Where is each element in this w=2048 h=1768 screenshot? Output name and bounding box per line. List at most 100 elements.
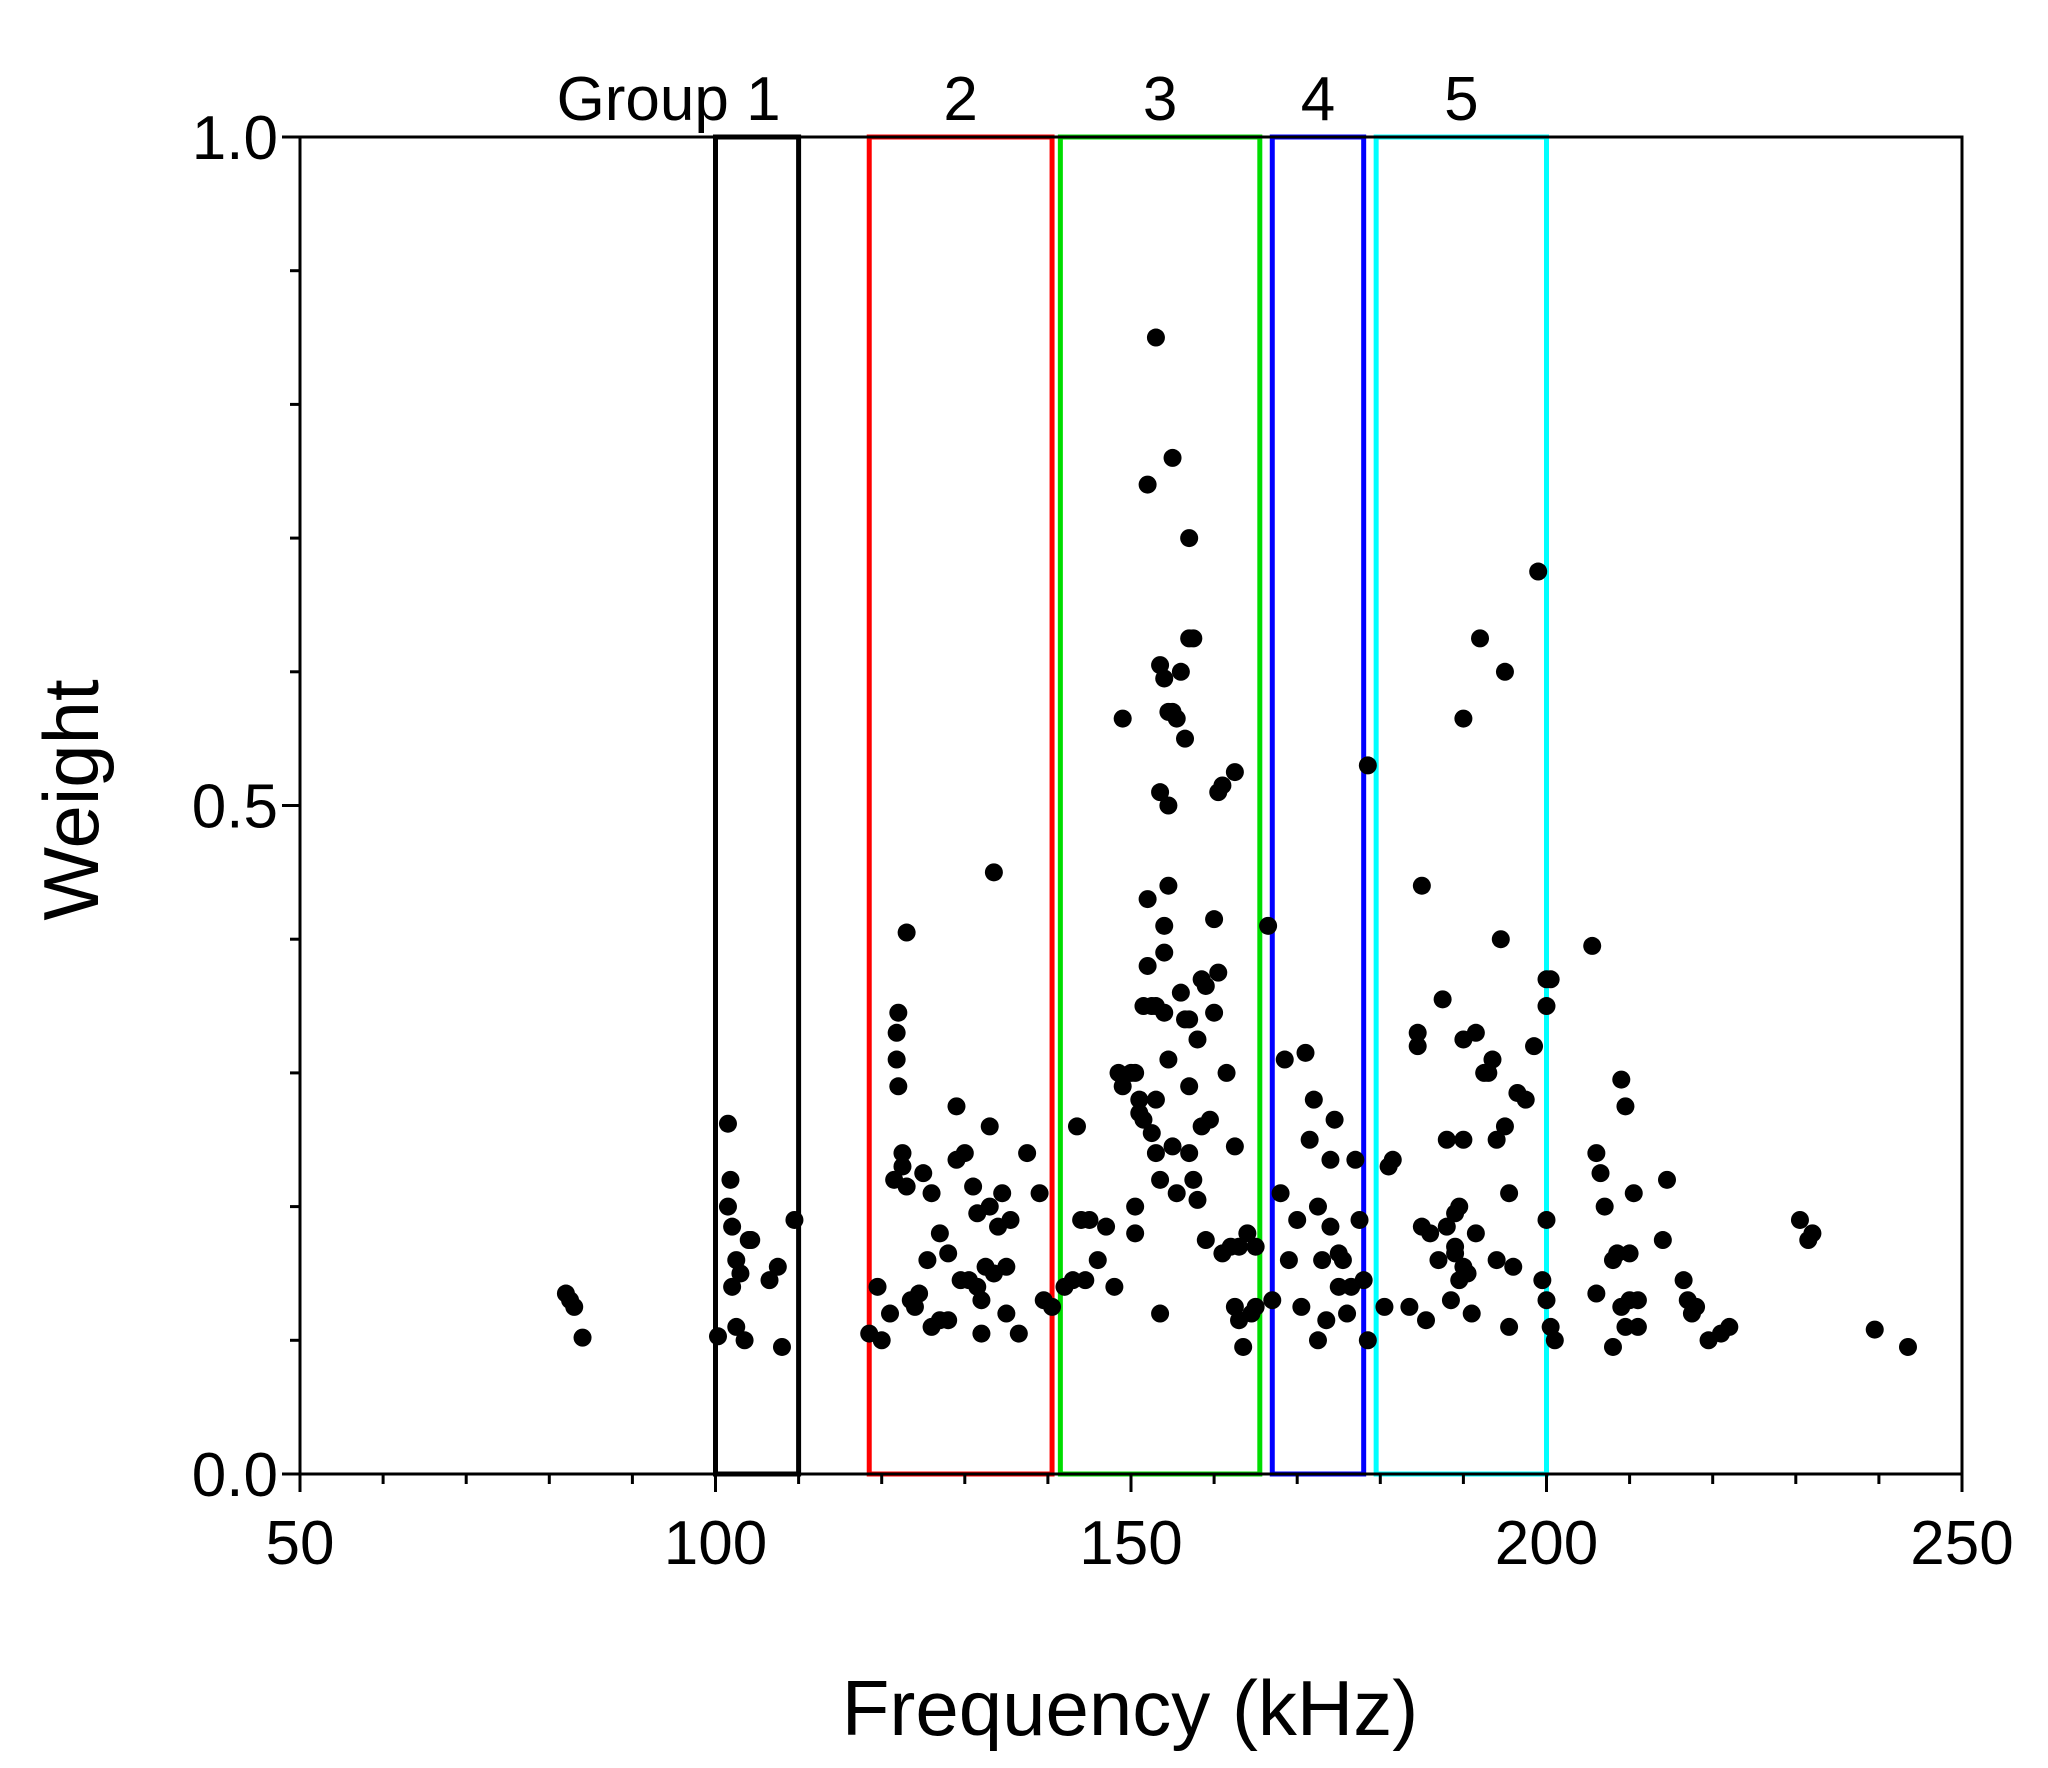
data-point <box>731 1264 750 1283</box>
data-point <box>1354 1271 1373 1290</box>
data-point <box>910 1284 929 1303</box>
x-tick-label: 100 <box>664 1509 767 1578</box>
data-point <box>1487 1130 1506 1149</box>
data-point <box>1171 983 1190 1002</box>
x-axis-title: Frequency (kHz) <box>842 1664 1418 1752</box>
data-point <box>1246 1297 1265 1316</box>
data-point <box>1516 1090 1535 1109</box>
data-point <box>1653 1231 1672 1250</box>
data-point <box>997 1304 1016 1323</box>
data-point <box>1587 1284 1606 1303</box>
data-point <box>1180 529 1199 548</box>
data-point <box>1313 1251 1332 1270</box>
data-point <box>1462 1304 1481 1323</box>
data-point <box>955 1144 974 1163</box>
data-point <box>1180 1144 1199 1163</box>
data-point <box>1030 1184 1049 1203</box>
axis-ticks <box>282 135 1964 1492</box>
data-point <box>772 1337 791 1356</box>
data-point <box>1163 448 1182 467</box>
plot-frame <box>298 135 1964 1476</box>
data-point <box>1628 1317 1647 1336</box>
data-point <box>742 1231 761 1250</box>
data-point <box>1595 1197 1614 1216</box>
data-point <box>1018 1144 1037 1163</box>
data-point <box>1167 1184 1186 1203</box>
data-point <box>1088 1251 1107 1270</box>
data-point <box>1113 1077 1132 1096</box>
data-point <box>964 1177 983 1196</box>
tick-labels: 50 100 150 200 250 0.0 0.5 1.0 <box>192 104 2014 1578</box>
data-point <box>1329 1277 1348 1296</box>
data-point <box>993 1184 1012 1203</box>
data-point <box>708 1327 727 1346</box>
data-point <box>1437 1130 1456 1149</box>
data-point <box>1001 1210 1020 1229</box>
data-point <box>1209 963 1228 982</box>
axes <box>298 135 1964 1476</box>
data-point <box>1213 776 1232 795</box>
data-point <box>1537 1291 1556 1310</box>
data-point <box>1333 1251 1352 1270</box>
data-point <box>1180 1010 1199 1029</box>
data-point <box>1790 1210 1809 1229</box>
data-point <box>1138 475 1157 494</box>
data-point <box>972 1324 991 1343</box>
group-label-1: Group 1 <box>557 65 781 134</box>
data-point <box>1155 669 1174 688</box>
data-point <box>1325 1110 1344 1129</box>
data-point <box>1159 1050 1178 1069</box>
data-point <box>1429 1251 1448 1270</box>
data-point <box>939 1244 958 1263</box>
data-point <box>1296 1043 1315 1062</box>
data-point <box>1346 1150 1365 1169</box>
data-point <box>1043 1297 1062 1316</box>
data-point <box>1657 1170 1676 1189</box>
data-point <box>1159 876 1178 895</box>
group-label-5: 5 <box>1444 65 1478 134</box>
data-point <box>889 1077 908 1096</box>
data-point <box>1176 729 1195 748</box>
data-point <box>984 863 1003 882</box>
data-point <box>1317 1311 1336 1330</box>
data-point <box>1188 1030 1207 1049</box>
data-point <box>1321 1150 1340 1169</box>
data-point <box>1130 1090 1149 1109</box>
data-point <box>1063 1271 1082 1290</box>
data-point <box>1720 1317 1739 1336</box>
y-tick-label: 0.0 <box>192 1441 278 1510</box>
data-point <box>1674 1271 1693 1290</box>
data-point <box>1225 1137 1244 1156</box>
data-point <box>1151 1304 1170 1323</box>
group-box-4 <box>1269 134 1367 1477</box>
data-point <box>939 1311 958 1330</box>
data-point <box>1687 1297 1706 1316</box>
data-point <box>1271 1184 1290 1203</box>
data-point <box>1230 1237 1249 1256</box>
data-point <box>972 1291 991 1310</box>
data-point <box>1180 1077 1199 1096</box>
data-point <box>1591 1164 1610 1183</box>
data-point <box>760 1271 779 1290</box>
data-point <box>1620 1244 1639 1263</box>
data-point <box>1408 1037 1427 1056</box>
data-point <box>565 1297 584 1316</box>
data-point <box>1603 1337 1622 1356</box>
data-point <box>1076 1271 1095 1290</box>
data-point <box>1138 956 1157 975</box>
data-point <box>1155 1003 1174 1022</box>
data-point <box>893 1144 912 1163</box>
group-label-3: 3 <box>1143 65 1177 134</box>
data-point <box>1454 709 1473 728</box>
data-point <box>1433 990 1452 1009</box>
data-point <box>980 1117 999 1136</box>
data-point <box>1350 1210 1369 1229</box>
data-point <box>1608 1244 1627 1263</box>
data-point <box>887 1050 906 1069</box>
data-point <box>1583 936 1602 955</box>
data-point <box>1491 930 1510 949</box>
data-point <box>727 1317 746 1336</box>
data-point <box>1275 1050 1294 1069</box>
group-label-4: 4 <box>1301 65 1335 134</box>
